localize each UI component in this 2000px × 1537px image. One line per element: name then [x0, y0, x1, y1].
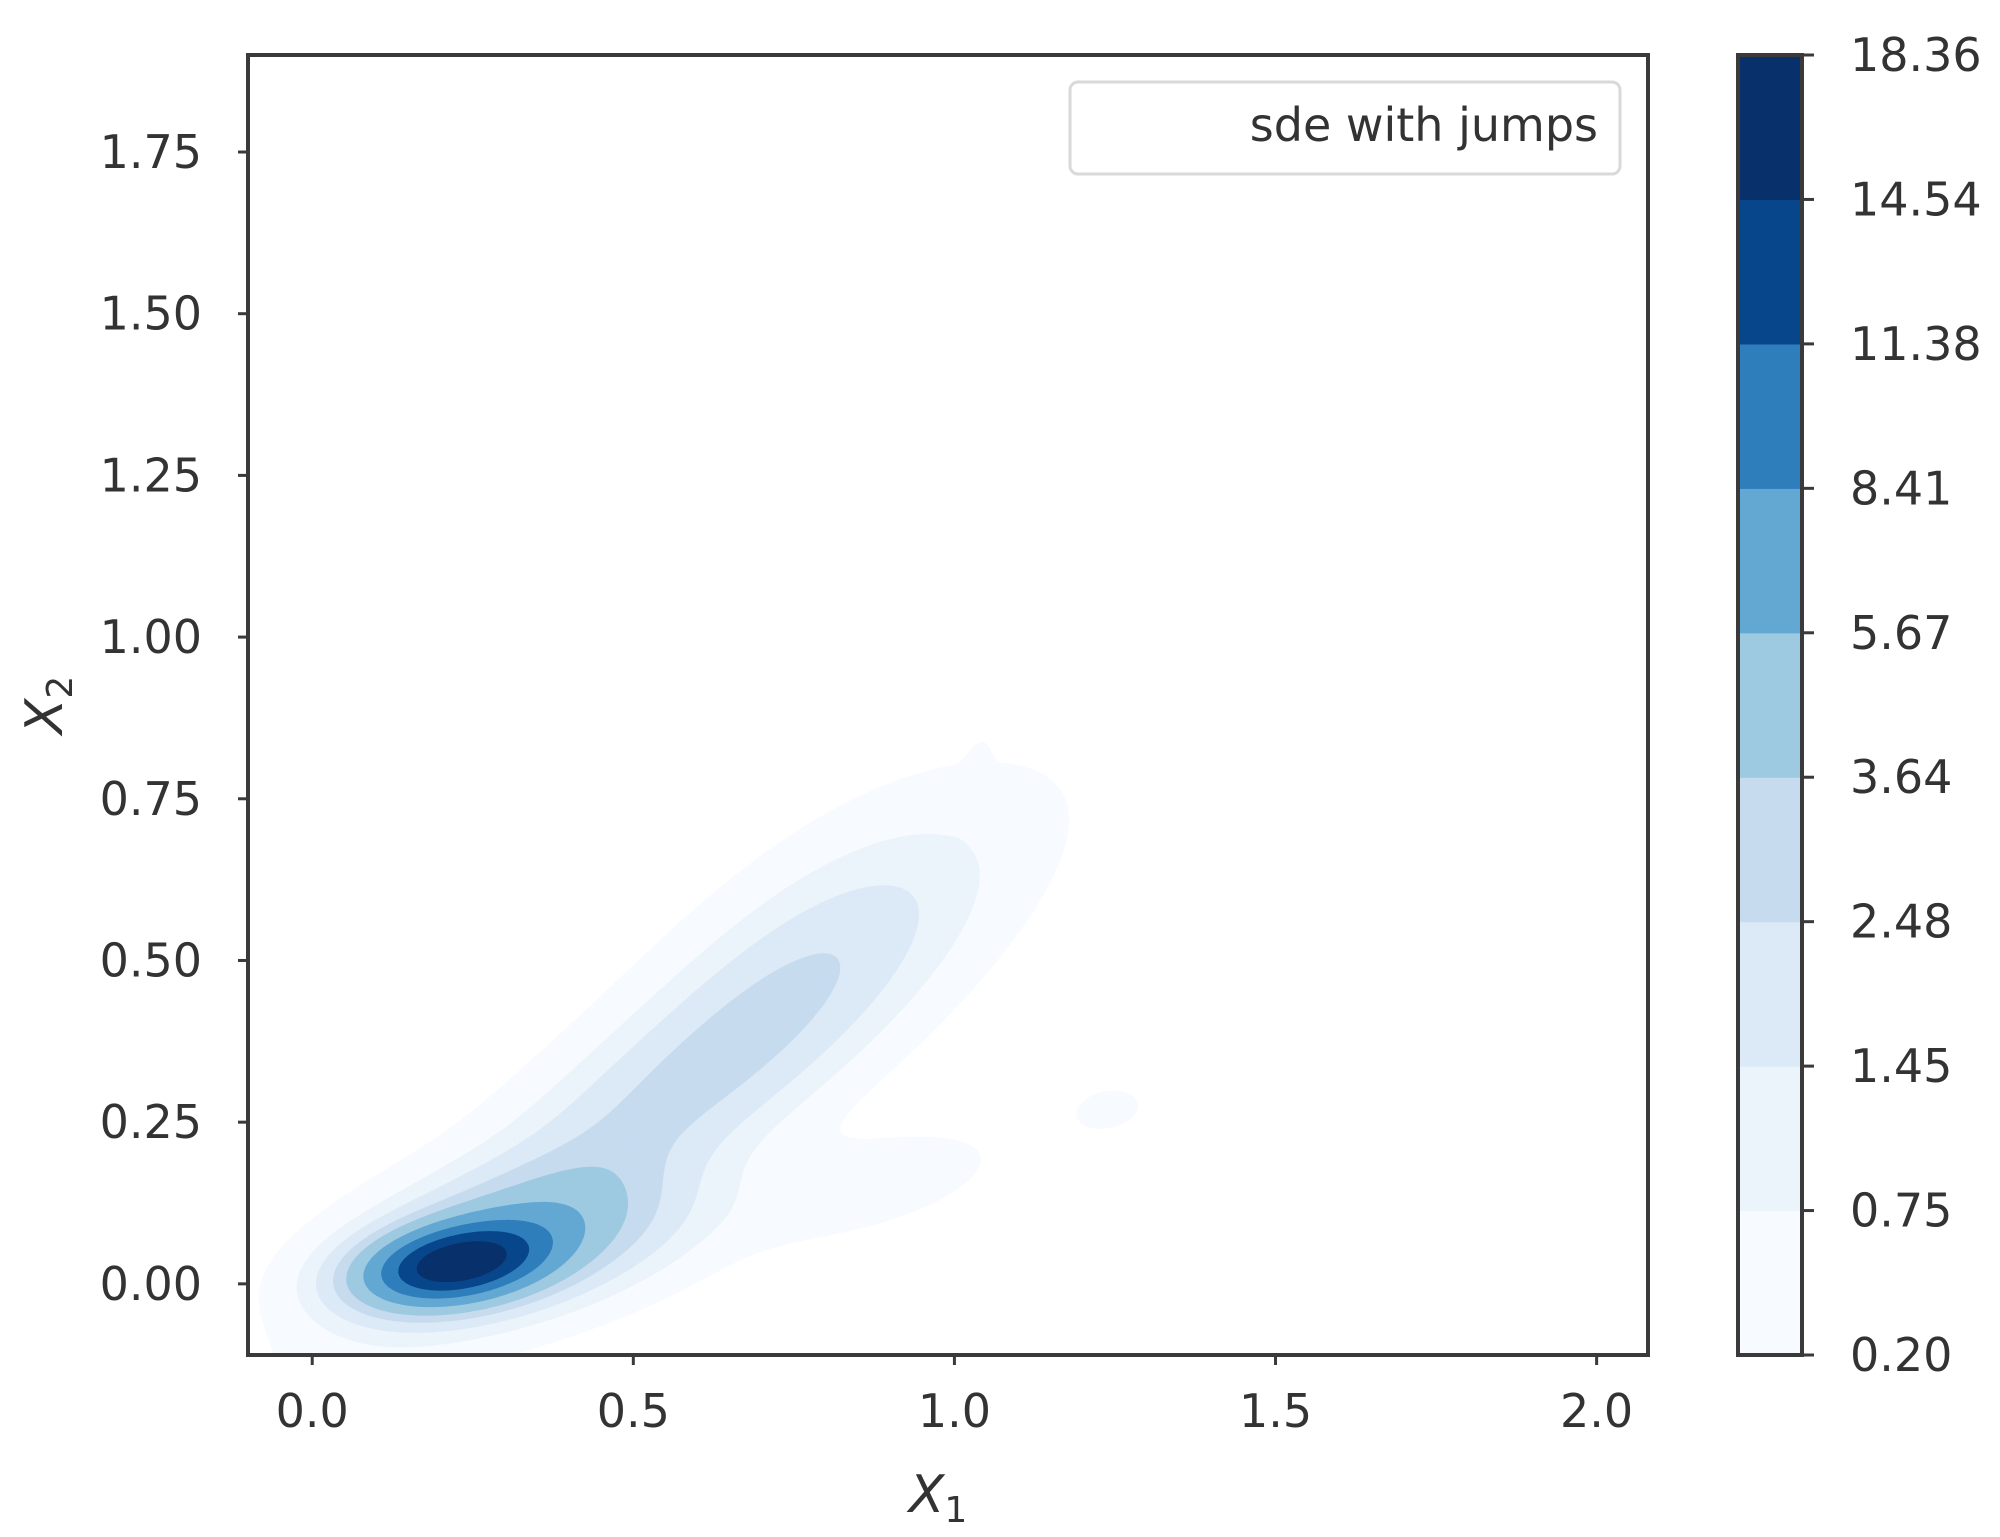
colorbar-band [1738, 777, 1802, 923]
plot-frame [246, 53, 1650, 1357]
colorbar-frame [1736, 53, 1804, 1357]
density-contour-level [416, 1241, 507, 1283]
colorbar-band [1738, 1210, 1802, 1356]
colorbar-band [1738, 1066, 1802, 1212]
colorbar-tick-label: 18.36 [1850, 28, 1982, 82]
colorbar: 0.20 0.75 1.45 2.48 3.64 5.67 8.41 11.38 14.54 18… [1736, 28, 1982, 1382]
y-tick-label: 1.75 [100, 125, 202, 179]
y-tick-label: 0.50 [100, 933, 202, 987]
y-tick-label: 1.25 [100, 448, 202, 502]
colorbar-band [1738, 55, 1802, 201]
x-tick-label: 1.0 [918, 1384, 991, 1438]
colorbar-tick-label: 5.67 [1850, 606, 1952, 660]
colorbar-band [1738, 921, 1802, 1067]
x-tick-label: 0.5 [597, 1384, 670, 1438]
y-tick-label: 1.50 [100, 287, 202, 341]
y-tick-label: 1.00 [100, 610, 202, 664]
colorbar-tick-label: 8.41 [1850, 461, 1952, 515]
plot-area [246, 53, 1650, 1357]
x-axis-label-base: X [906, 1465, 946, 1525]
colorbar-tick-label: 0.20 [1850, 1328, 1952, 1382]
legend: sde with jumps [1068, 80, 1622, 176]
y-axis-label: X2 [15, 676, 81, 738]
colorbar-tick-label: 14.54 [1850, 172, 1982, 226]
x-tick-label: 0.0 [276, 1384, 349, 1438]
colorbar-band [1738, 199, 1802, 345]
y-axis-label-subscript: 2 [40, 676, 81, 699]
colorbar-tick-label: 1.45 [1850, 1039, 1952, 1093]
y-tick-label: 0.25 [100, 1095, 202, 1149]
y-axis-label-base: X [15, 697, 75, 737]
colorbar-tick-label: 2.48 [1850, 895, 1952, 949]
colorbar-tick-label: 11.38 [1850, 317, 1982, 371]
colorbar-band [1738, 488, 1802, 634]
legend-box [1068, 80, 1622, 176]
x-axis-label: X1 [906, 1465, 968, 1531]
y-tick-label: 0.75 [100, 772, 202, 826]
x-axis-label-subscript: 1 [944, 1490, 967, 1531]
density-contours [258, 741, 1139, 1356]
y-axis-ticks: 0.00 0.25 0.50 0.75 1.00 1.25 1.50 1.75 [100, 125, 248, 1311]
colorbar-tick-label: 3.64 [1850, 750, 1952, 804]
legend-label: sde with jumps [1250, 98, 1598, 152]
colorbar-tick-label: 0.75 [1850, 1184, 1952, 1238]
x-tick-label: 2.0 [1560, 1384, 1633, 1438]
colorbar-band [1738, 343, 1802, 489]
x-axis-ticks: 0.0 0.5 1.0 1.5 2.0 [276, 1355, 1633, 1438]
x-tick-label: 1.5 [1239, 1384, 1312, 1438]
colorbar-band [1738, 632, 1802, 778]
y-tick-label: 0.00 [100, 1257, 202, 1311]
